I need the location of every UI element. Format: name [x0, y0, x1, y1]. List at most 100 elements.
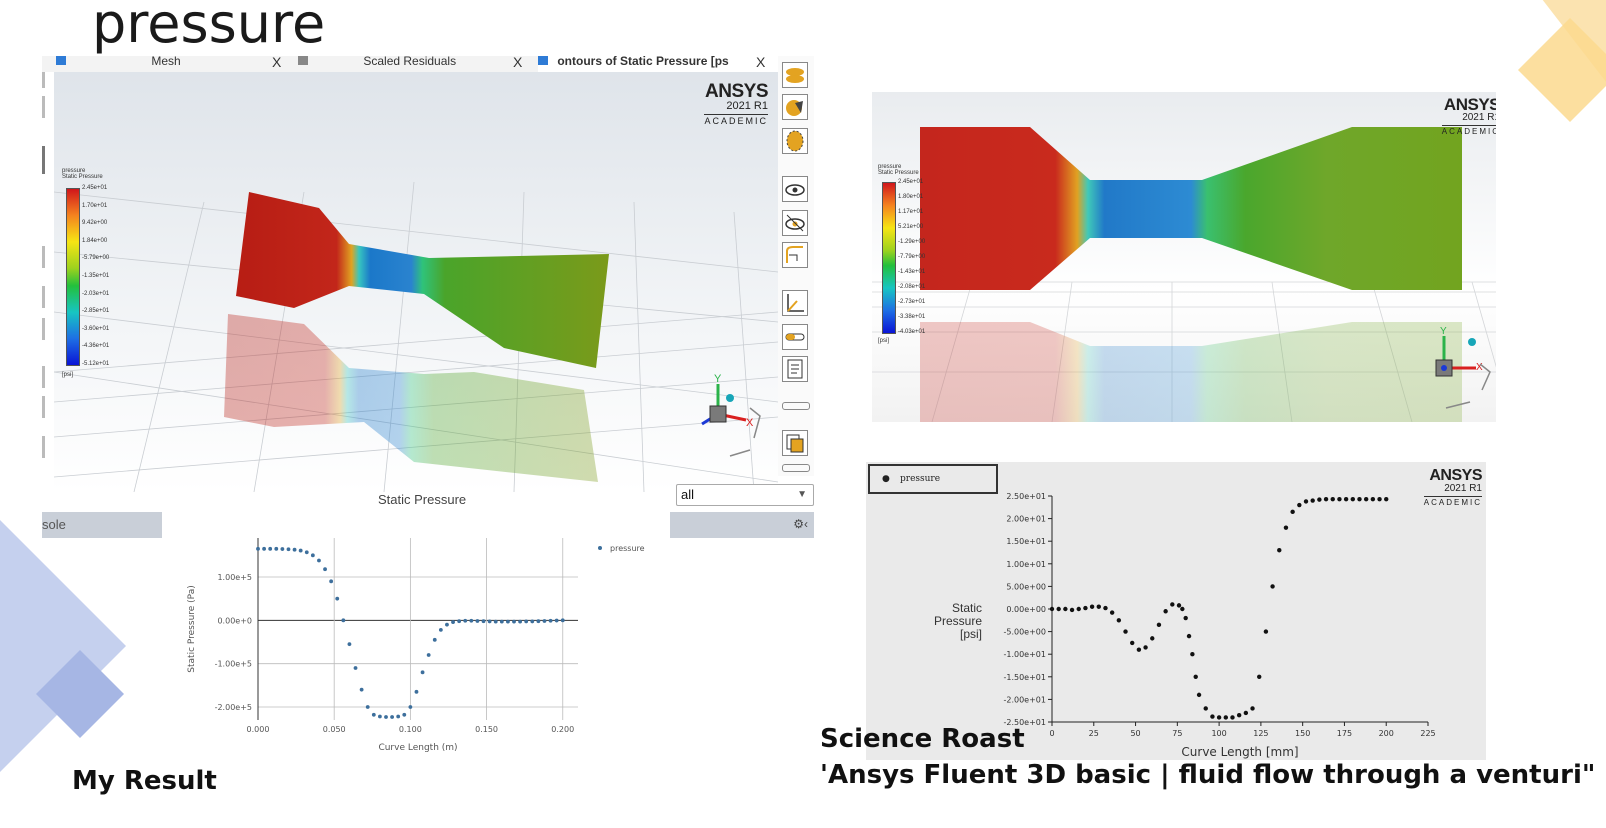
- outline-icon[interactable]: [782, 242, 808, 268]
- colorbar-label: -1.43e+01: [898, 269, 926, 275]
- data-point: [1156, 622, 1162, 628]
- tab-contours-static-pressure[interactable]: ontours of Static Pressure [ps: [538, 56, 778, 72]
- data-point: [1277, 548, 1282, 553]
- data-point: [378, 714, 382, 719]
- x-tick-label: 225: [1420, 729, 1435, 738]
- data-point: [1103, 605, 1108, 611]
- data-point: [1270, 584, 1275, 589]
- tab-contours-close-icon[interactable]: X: [756, 56, 766, 70]
- data-point: [1056, 606, 1061, 612]
- reference-venturi-reflection: [920, 322, 1462, 422]
- data-point: [1216, 715, 1222, 720]
- data-point: [1310, 498, 1315, 503]
- data-point: [1163, 609, 1168, 614]
- tab-residuals-label: Scaled Residuals: [363, 56, 457, 68]
- legend-label: pressure: [610, 544, 645, 553]
- reference-xy-plot-panel: ● pressure ANSYS 2021 R1 ACADEMIC Static…: [866, 462, 1486, 760]
- tab-scaled-residuals[interactable]: Scaled Residuals: [298, 56, 456, 72]
- data-point: [390, 715, 394, 719]
- data-point: [530, 619, 535, 624]
- data-point: [304, 550, 309, 555]
- y-tick-label: 0.00e+0: [217, 616, 252, 625]
- data-point: [1069, 607, 1075, 613]
- surface-select[interactable]: all ▼: [676, 484, 814, 506]
- data-point: [274, 546, 279, 551]
- reference-ansys-logo: ANSYS 2021 R1 ACADEMIC: [1441, 96, 1496, 136]
- reference-legend-box: ● pressure: [868, 464, 998, 494]
- data-point: [1343, 496, 1349, 502]
- mesh-view-icon[interactable]: [782, 128, 808, 154]
- data-point: [426, 653, 431, 657]
- axes-icon[interactable]: [782, 290, 808, 316]
- left-panel-edge: [42, 56, 54, 486]
- x-tick-label: 50: [1130, 729, 1140, 738]
- svg-text:Y: Y: [714, 373, 722, 385]
- tab-residuals-close-icon[interactable]: X: [513, 56, 523, 70]
- colorbar-label: -2.73e+01: [898, 299, 926, 305]
- data-point: [329, 579, 334, 584]
- y-tick-label: 1.50e+01: [1006, 537, 1046, 546]
- data-point: [1176, 603, 1182, 608]
- probe-icon[interactable]: [782, 324, 808, 350]
- x-axis-label: Curve Length (m): [378, 743, 457, 753]
- data-point: [1096, 604, 1101, 609]
- ellipse-view-icon[interactable]: [782, 62, 808, 88]
- data-point: [414, 689, 419, 694]
- slide-title: pressure: [92, 0, 326, 55]
- data-point: [432, 637, 437, 642]
- tab-mesh[interactable]: Mesh: [56, 56, 181, 72]
- left-caption: My Result: [72, 766, 217, 796]
- eye-hide-icon[interactable]: [782, 210, 808, 236]
- data-point: [457, 619, 462, 624]
- data-point: [268, 546, 273, 551]
- tab-mesh-close-icon[interactable]: X: [272, 56, 282, 70]
- colorbar-label: -2.85e+01: [82, 308, 110, 315]
- data-point: [1180, 606, 1185, 612]
- legend-marker: [598, 546, 602, 550]
- data-point: [1116, 618, 1122, 623]
- reference-colorbar-unit: [psi]: [878, 338, 890, 344]
- y-tick-label: -5.00e+00: [1003, 628, 1046, 637]
- tab-contours-icon: [538, 56, 548, 65]
- fluent-window-my-result: Mesh X Scaled Residuals X ontours of Sta…: [42, 56, 814, 540]
- scroll-icon[interactable]: [782, 402, 810, 410]
- colorbar-label: 2.45e+01: [82, 185, 108, 191]
- right-caption-title: 'Ansys Fluent 3D basic | fluid flow thro…: [820, 760, 1596, 790]
- reference-colorbar-title: pressure Static Pressure: [878, 164, 919, 176]
- data-point: [1076, 606, 1081, 612]
- console-tab[interactable]: sole: [42, 512, 162, 538]
- data-point: [1203, 706, 1208, 711]
- eye-icon[interactable]: [782, 176, 808, 202]
- data-point: [262, 546, 266, 551]
- data-point: [463, 618, 468, 623]
- console-settings-icon[interactable]: ⚙‹: [793, 517, 808, 531]
- colorbar-label: 1.17e+01: [898, 209, 924, 215]
- data-point: [1183, 615, 1188, 621]
- data-point: [1150, 636, 1155, 641]
- report-icon[interactable]: [782, 356, 808, 382]
- axis-triad-icon: Y X: [701, 373, 761, 457]
- data-point: [292, 547, 297, 552]
- shaded-view-icon[interactable]: [782, 94, 808, 120]
- data-point: [1193, 674, 1198, 679]
- data-point: [408, 705, 413, 709]
- data-point: [524, 619, 529, 624]
- reference-scene: [872, 127, 1496, 422]
- colorbar-label: 1.84e+00: [82, 237, 108, 244]
- colorbar-label: -5.12e+01: [82, 361, 110, 367]
- colorbar-label: -5.79e+00: [82, 255, 110, 262]
- scroll-icon-2[interactable]: [782, 464, 810, 472]
- data-point: [1377, 496, 1382, 502]
- data-point: [1330, 496, 1335, 502]
- colorbar-label: 1.80e+01: [898, 194, 924, 200]
- reference-plot-ansys-logo: ANSYS 2021 R1 ACADEMIC: [1423, 467, 1483, 507]
- data-point: [384, 715, 388, 719]
- data-point: [475, 619, 480, 623]
- data-point: [560, 618, 565, 623]
- data-point: [1290, 509, 1295, 515]
- colorbar-label: 5.21e+00: [898, 224, 924, 230]
- tab-mesh-icon: [56, 56, 66, 65]
- copy-icon[interactable]: [782, 430, 808, 456]
- graphics-viewport[interactable]: ANSYS 2021 R1 ACADEMIC pressure Static P…: [54, 72, 778, 492]
- decorative-diamonds-top-right: [1518, 0, 1606, 122]
